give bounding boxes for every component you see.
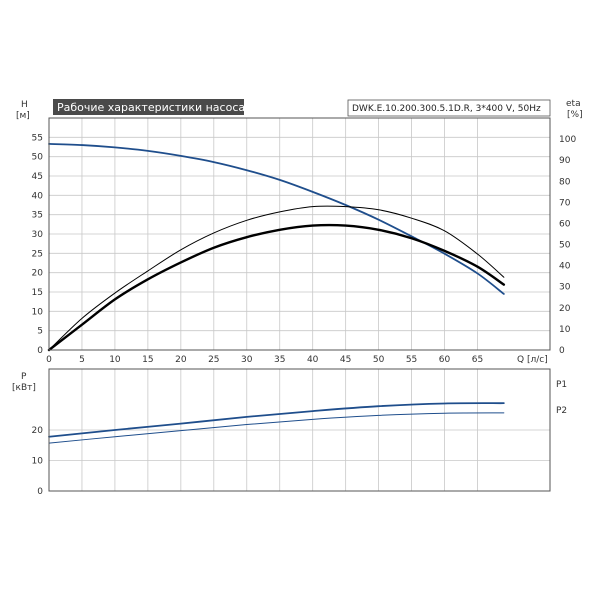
y-tick-label-left: 45: [32, 172, 43, 182]
chart-title: Рабочие характеристики насоса: [57, 101, 245, 114]
y-axis-unit-left: [м]: [16, 111, 30, 121]
y-tick-label-left: 15: [32, 288, 43, 298]
y-tick-label-right: 60: [559, 219, 571, 229]
bottom-tick-labels: 0 10 20: [32, 426, 44, 497]
y-axis-label-left: H: [21, 100, 28, 110]
y-tick-label-right: 70: [559, 198, 571, 208]
y-tick-label-right: 80: [559, 177, 571, 187]
y-tick-label-left: 25: [32, 249, 43, 259]
efficiency-curve-bold: [47, 223, 506, 352]
y-tick-label-left: 50: [32, 153, 44, 163]
x-tick-label: 0: [46, 355, 52, 365]
y-tick-label-right: 20: [559, 304, 571, 314]
x-tick-label: 5: [79, 355, 85, 365]
x-tick-labels: 0 5 10 15 20 25 30 35 40 45 50 55 60 65: [46, 355, 483, 365]
y-axis-label-right: eta: [566, 99, 581, 109]
top-plot-frame: [48, 117, 551, 351]
y-tick-label-right: 0: [559, 346, 565, 356]
bottom-plot-frame: [48, 368, 551, 492]
y-tick-label-left: 0: [37, 346, 43, 356]
y-tick-label-left: 30: [32, 230, 44, 240]
chart-title-banner: [53, 99, 244, 115]
efficiency-curve-thin: [48, 205, 505, 351]
top-series: [47, 143, 506, 352]
y-tick-label-left: 40: [32, 191, 44, 201]
x-tick-label: 20: [175, 355, 187, 365]
bottom-grid: [49, 369, 550, 491]
y-axis-unit-right: [%]: [567, 110, 583, 120]
y-tick-label-right: 100: [559, 135, 576, 145]
x-tick-label: 30: [241, 355, 253, 365]
chart-subtitle: DWK.E.10.200.300.5.1D.R, 3*400 V, 50Hz: [352, 104, 541, 114]
top-right-tick-labels: 0 10 20 30 40 50 60 70 80 90 100: [559, 135, 576, 356]
x-tick-label: 25: [208, 355, 219, 365]
y-tick-label-right: 10: [559, 325, 571, 335]
x-axis-label: Q [л/с]: [517, 355, 548, 365]
y-tick-label-right: 40: [559, 262, 571, 272]
top-grid: [49, 118, 550, 350]
power-tick-label: 10: [32, 457, 44, 467]
power-tick-label: 0: [37, 487, 43, 497]
x-tick-label: 55: [406, 355, 417, 365]
x-tick-label: 65: [472, 355, 483, 365]
x-tick-label: 10: [109, 355, 121, 365]
y-tick-label-left: 55: [32, 133, 43, 143]
y-tick-label-left: 10: [32, 307, 44, 317]
power-axis-label: P: [21, 372, 27, 382]
x-tick-label: 15: [142, 355, 153, 365]
power-axis-unit: [кВт]: [12, 383, 36, 393]
head-curve: [48, 143, 505, 295]
y-tick-label-right: 50: [559, 241, 571, 251]
top-left-tick-labels: 0 5 10 15 20 25 30 35 40 45 50 55: [32, 133, 44, 356]
power-curve-p2: [48, 412, 505, 444]
y-tick-label-right: 90: [559, 156, 571, 166]
y-tick-label-left: 35: [32, 211, 43, 221]
chart-subtitle-box: [347, 99, 551, 117]
x-tick-label: 40: [307, 355, 319, 365]
y-tick-label-left: 20: [32, 269, 44, 279]
x-tick-label: 60: [439, 355, 451, 365]
series-label-p1: P1: [556, 380, 567, 390]
x-tick-label: 50: [373, 355, 385, 365]
series-label-p2: P2: [556, 406, 567, 416]
y-tick-label-left: 5: [37, 327, 43, 337]
bottom-series: [48, 402, 505, 444]
y-tick-label-right: 30: [559, 283, 571, 293]
x-tick-label: 45: [340, 355, 351, 365]
power-tick-label: 20: [32, 426, 44, 436]
power-curve-p1: [48, 402, 505, 438]
x-tick-label: 35: [274, 355, 285, 365]
